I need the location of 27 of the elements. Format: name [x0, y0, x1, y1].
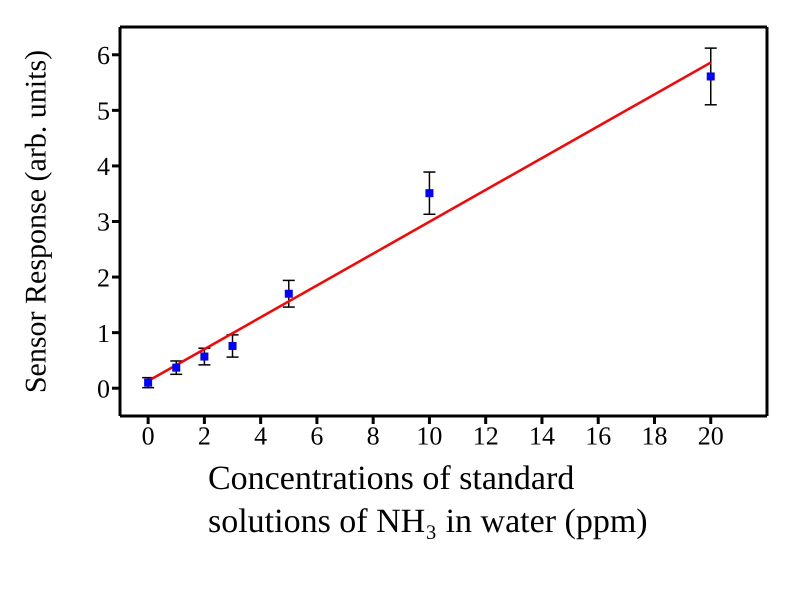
- y-tick-label: 1: [97, 318, 110, 348]
- x-tick-label: 8: [366, 421, 380, 450]
- point: [706, 72, 715, 80]
- y-axis-title: Sensor Response (arb. units): [20, 50, 53, 394]
- x-tick-label: 20: [698, 421, 724, 450]
- point: [144, 378, 152, 387]
- point: [228, 342, 237, 350]
- x-tick-label: 10: [416, 421, 442, 450]
- y-tick-label: 5: [97, 96, 110, 126]
- y-tick-label: 2: [97, 263, 110, 292]
- x-tick-label: 0: [142, 421, 155, 450]
- x-tick-label: 16: [585, 421, 612, 450]
- y-tick-label: 3: [97, 208, 110, 237]
- x-tick-label: 6: [310, 421, 324, 450]
- point: [425, 189, 434, 198]
- y-tick-label: 0: [97, 374, 110, 404]
- y-tick-label: 4: [97, 152, 110, 182]
- point: [172, 364, 180, 372]
- x-tick-label: 14: [528, 421, 555, 450]
- point: [200, 352, 208, 361]
- y-tick-label: 6: [97, 41, 110, 70]
- x-tick-label: 4: [254, 421, 268, 450]
- point: [284, 290, 293, 298]
- x-tick-label: 2: [198, 421, 211, 450]
- x-tick-label: 18: [641, 421, 668, 450]
- x-tick-label: 12: [472, 421, 499, 450]
- x-axis-title: Concentrations of standard solutions of NH₃ in water (ppm): [208, 459, 649, 542]
